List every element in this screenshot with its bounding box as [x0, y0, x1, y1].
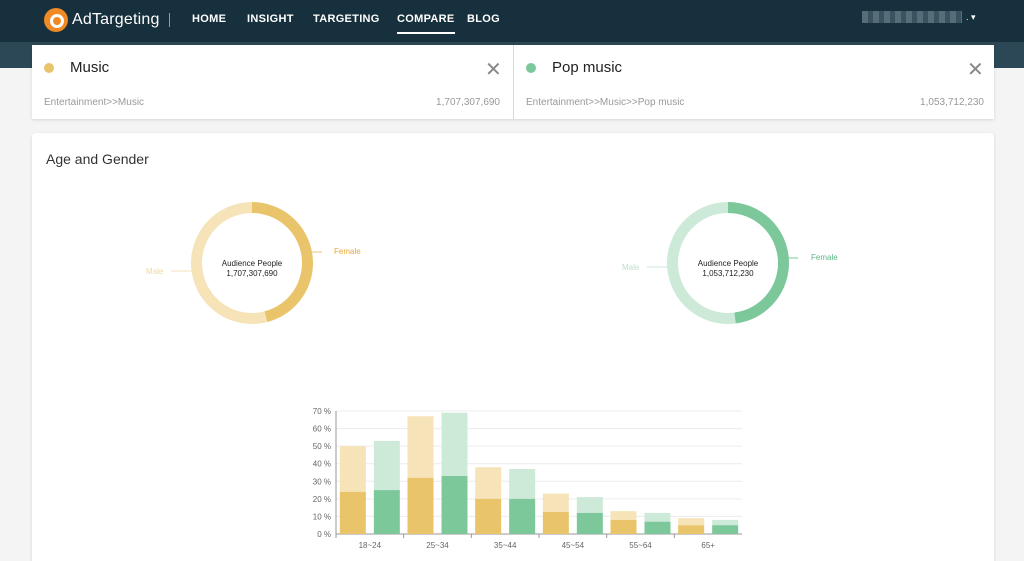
compare-path: Entertainment>>Music	[44, 97, 145, 108]
panel-title: Age and Gender	[46, 151, 149, 167]
bar-male	[712, 519, 739, 526]
compare-bar: Music ✕ Entertainment>>Music 1,707,307,6…	[32, 45, 994, 119]
bar-male	[610, 511, 637, 520]
user-name-suffix: .	[966, 12, 969, 22]
logo-text: AdTargeting	[72, 11, 160, 28]
donut-chart-pop-music	[647, 202, 798, 324]
y-tick-label: 40 %	[313, 460, 331, 469]
age-bar-chart: 0 % 10 % 20 % 30 % 40 % 50 % 60 % 70 % 18~24 25~3…	[313, 407, 742, 550]
bar-female	[509, 498, 536, 534]
male-slice	[190, 202, 268, 324]
nav-compare[interactable]: COMPARE	[397, 13, 455, 34]
nav-blog[interactable]: BLOG	[467, 13, 500, 25]
donut-center-value: 1,707,307,690	[226, 269, 278, 278]
bar-female	[542, 512, 569, 534]
close-icon[interactable]: ✕	[485, 57, 502, 81]
y-tick-label: 20 %	[313, 495, 331, 504]
bar-female	[407, 477, 434, 534]
compare-path: Entertainment>>Music>>Pop music	[526, 97, 685, 108]
female-label: Female	[334, 247, 361, 256]
bar-female	[712, 525, 739, 534]
male-label: Male	[146, 267, 164, 276]
user-menu-caret-icon[interactable]: . ▾	[966, 12, 976, 23]
bar-female	[576, 512, 603, 534]
y-tick-label: 60 %	[313, 425, 331, 434]
top-navbar	[0, 0, 1024, 42]
nav-targeting[interactable]: TARGETING	[313, 13, 380, 25]
compare-title: Music	[70, 59, 110, 76]
y-tick-label: 70 %	[313, 407, 331, 416]
bar-male	[407, 416, 434, 478]
donut-center-value: 1,053,712,230	[702, 269, 754, 278]
bar-male	[475, 467, 502, 499]
user-name-redacted[interactable]	[862, 11, 962, 23]
bar-male	[678, 518, 705, 526]
nav-divider	[169, 13, 170, 27]
legend-dot-icon	[44, 63, 54, 73]
bar-female	[339, 491, 366, 534]
legend-dot-icon	[526, 63, 536, 73]
logo[interactable]: AdTargeting	[44, 7, 160, 33]
compare-count: 1,707,307,690	[436, 97, 500, 108]
bar-male	[339, 446, 366, 492]
bar-female	[373, 490, 400, 534]
y-tick-label: 50 %	[313, 442, 331, 451]
bar-female	[678, 525, 705, 534]
donut-center: Audience People 1,053,712,230	[678, 259, 778, 279]
donut-center-label: Audience People	[221, 259, 283, 268]
nav-insight[interactable]: INSIGHT	[247, 13, 294, 25]
x-tick-label: 18~24	[359, 541, 382, 550]
male-slice	[667, 202, 736, 324]
compare-count: 1,053,712,230	[920, 97, 984, 108]
bar-male	[644, 512, 671, 522]
logo-icon	[44, 8, 68, 32]
female-slice	[728, 202, 789, 324]
close-icon[interactable]: ✕	[967, 57, 984, 81]
male-label: Male	[622, 263, 640, 272]
bar-male	[509, 468, 536, 499]
x-tick-label: 45~54	[562, 541, 585, 550]
y-tick-label: 30 %	[313, 477, 331, 486]
bar-female	[475, 498, 502, 534]
x-tick-label: 65+	[701, 541, 715, 550]
y-tick-label: 0 %	[317, 530, 331, 539]
donut-center: Audience People 1,707,307,690	[202, 259, 302, 279]
y-tick-label: 10 %	[313, 512, 331, 521]
nav-home[interactable]: HOME	[192, 13, 227, 25]
donut-center-label: Audience People	[697, 259, 759, 268]
female-slice	[252, 202, 313, 323]
x-tick-label: 25~34	[426, 541, 449, 550]
bar-male	[576, 497, 603, 513]
compare-card-pop-music: Pop music ✕ Entertainment>>Music>>Pop mu…	[513, 45, 993, 119]
bar-male	[441, 412, 468, 477]
bar-female	[610, 519, 637, 534]
bar-female	[441, 476, 468, 534]
x-tick-label: 35~44	[494, 541, 517, 550]
age-gender-panel: Age and Gender Audience People 1,707,307…	[32, 133, 994, 561]
bar-male	[373, 440, 400, 491]
bar-male	[542, 493, 569, 513]
bar-female	[644, 521, 671, 534]
female-label: Female	[811, 253, 838, 262]
compare-card-music: Music ✕ Entertainment>>Music 1,707,307,6…	[32, 45, 512, 119]
x-tick-label: 55~64	[629, 541, 652, 550]
chevron-down-icon: ▾	[971, 12, 976, 22]
compare-title: Pop music	[552, 59, 623, 76]
donut-chart-music	[171, 202, 322, 324]
